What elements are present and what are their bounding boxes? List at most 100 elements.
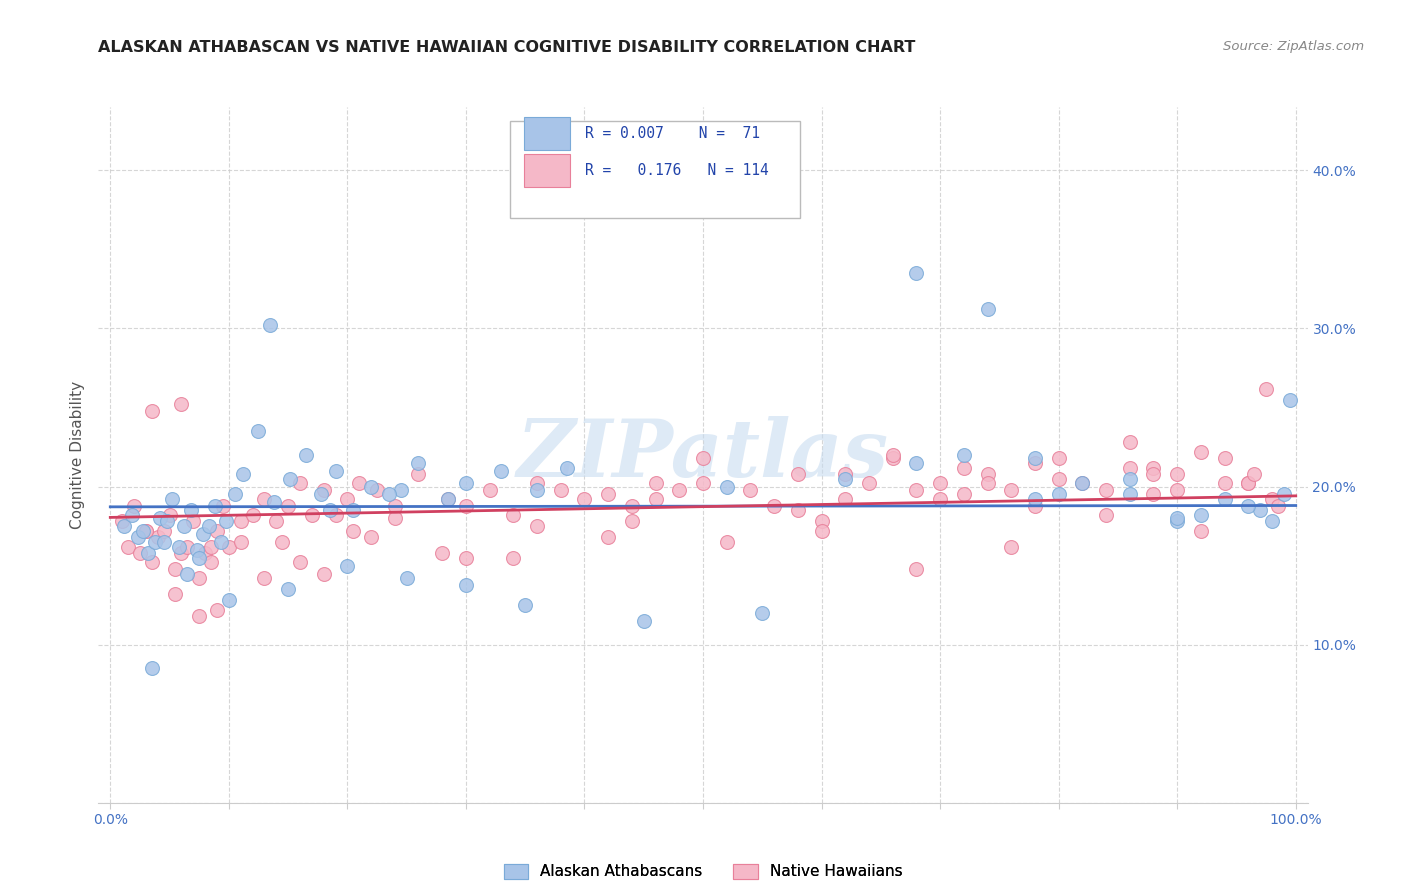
Point <box>952 460 974 475</box>
Point <box>114 519 136 533</box>
Point <box>1213 492 1236 507</box>
Point <box>1166 514 1188 528</box>
Point <box>882 451 904 466</box>
Text: R =   0.176   N = 114: R = 0.176 N = 114 <box>585 163 768 178</box>
Point <box>218 593 240 607</box>
Point <box>1024 499 1046 513</box>
Point <box>905 562 928 576</box>
Point <box>336 492 359 507</box>
Point <box>454 577 477 591</box>
Point <box>186 542 208 557</box>
Point <box>253 492 276 507</box>
Point <box>454 499 477 513</box>
Text: ZIPatlas: ZIPatlas <box>517 417 889 493</box>
Point <box>159 508 181 522</box>
Point <box>336 558 359 573</box>
Point <box>312 483 335 497</box>
Point <box>160 492 183 507</box>
Point <box>1278 392 1301 407</box>
Point <box>810 514 832 528</box>
Point <box>170 397 193 411</box>
Point <box>121 508 143 522</box>
Point <box>288 476 311 491</box>
Point <box>232 467 254 481</box>
Point <box>515 598 537 612</box>
Point <box>1142 467 1164 481</box>
Point <box>135 524 157 538</box>
Point <box>905 456 928 470</box>
Point <box>325 464 347 478</box>
Point <box>141 556 163 570</box>
Point <box>117 540 139 554</box>
Point <box>173 519 195 533</box>
Point <box>408 456 430 470</box>
Point <box>454 550 477 565</box>
Point <box>149 511 172 525</box>
Point <box>620 514 643 528</box>
Point <box>342 503 364 517</box>
Point <box>295 448 318 462</box>
Point <box>229 535 252 549</box>
Point <box>247 424 270 438</box>
Point <box>1237 476 1260 491</box>
Point <box>180 503 202 517</box>
Point <box>976 467 998 481</box>
Point <box>312 566 335 581</box>
Text: R = 0.007    N =  71: R = 0.007 N = 71 <box>585 126 759 141</box>
Point <box>205 524 228 538</box>
Point <box>212 499 235 513</box>
Point <box>111 514 134 528</box>
Point <box>360 479 382 493</box>
Point <box>1166 511 1188 525</box>
Point <box>181 514 204 528</box>
Point <box>1267 499 1289 513</box>
Point <box>633 614 655 628</box>
Point <box>1000 540 1022 554</box>
Bar <box>524 153 569 187</box>
Point <box>277 582 299 597</box>
FancyBboxPatch shape <box>509 121 800 219</box>
Point <box>929 492 952 507</box>
Point <box>1071 476 1094 491</box>
Point <box>1047 451 1070 466</box>
Point <box>1095 483 1118 497</box>
Point <box>156 514 179 528</box>
Point <box>141 403 163 417</box>
Point <box>834 467 856 481</box>
Point <box>384 499 406 513</box>
Bar <box>524 117 569 150</box>
Point <box>1261 514 1284 528</box>
Point <box>882 448 904 462</box>
Point <box>191 527 214 541</box>
Point <box>1237 499 1260 513</box>
Point <box>229 514 252 528</box>
Point <box>598 530 620 544</box>
Point <box>165 587 187 601</box>
Point <box>751 606 773 620</box>
Point <box>858 476 880 491</box>
Point <box>242 508 264 522</box>
Point <box>378 487 401 501</box>
Point <box>952 448 974 462</box>
Point <box>188 609 211 624</box>
Point <box>1213 451 1236 466</box>
Point <box>176 540 198 554</box>
Y-axis label: Cognitive Disability: Cognitive Disability <box>69 381 84 529</box>
Point <box>205 603 228 617</box>
Point <box>1119 472 1142 486</box>
Point <box>976 302 998 317</box>
Point <box>929 476 952 491</box>
Point <box>176 566 198 581</box>
Point <box>1189 444 1212 458</box>
Point <box>491 464 513 478</box>
Point <box>152 535 174 549</box>
Point <box>555 460 578 475</box>
Text: Source: ZipAtlas.com: Source: ZipAtlas.com <box>1223 40 1364 54</box>
Point <box>301 508 323 522</box>
Point <box>1119 487 1142 501</box>
Point <box>716 535 738 549</box>
Point <box>1119 435 1142 450</box>
Point <box>136 546 159 560</box>
Point <box>598 487 620 501</box>
Point <box>763 499 786 513</box>
